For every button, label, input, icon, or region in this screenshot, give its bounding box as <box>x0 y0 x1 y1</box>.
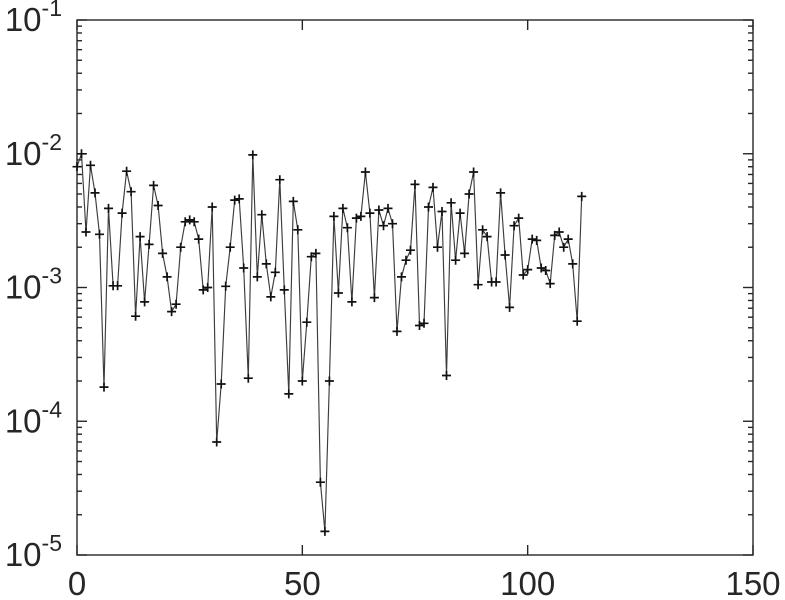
ticks <box>76 19 754 556</box>
y-tick-label: 10-1 <box>5 0 62 38</box>
y-tick-label: 10-4 <box>5 396 62 439</box>
plus-markers <box>72 149 587 536</box>
y-tick-label: 10-3 <box>5 263 62 306</box>
y-tick-label: 10-2 <box>5 129 62 172</box>
x-tick-label: 100 <box>500 565 555 600</box>
tick-labels: 10-1 10-2 10-3 10-4 10-50 50 100 150 <box>5 0 781 600</box>
y-tick-label: 10-5 <box>5 530 62 573</box>
x-tick-label: 150 <box>725 565 780 600</box>
x-tick-label: 50 <box>284 565 321 600</box>
x-tick-label: 0 <box>68 565 86 600</box>
